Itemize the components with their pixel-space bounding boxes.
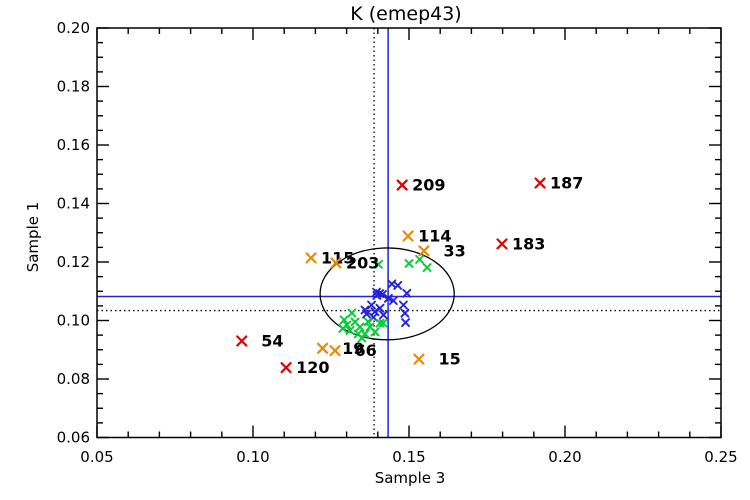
x-marker (373, 259, 383, 269)
x-marker (393, 280, 403, 290)
point-label-19: 19 (342, 339, 364, 358)
x-marker (280, 361, 292, 374)
x-marker (534, 177, 546, 189)
crosshair-lines (97, 28, 721, 438)
plot-title: K (emep43) (350, 3, 461, 25)
y-tick-label: 0.18 (57, 78, 90, 96)
x-marker (415, 254, 425, 264)
x-marker (396, 179, 408, 191)
x-marker (339, 315, 349, 325)
x-marker (367, 300, 377, 310)
y-tick-label: 0.06 (57, 429, 90, 447)
point-label-187: 187 (550, 174, 583, 193)
x-marker (375, 303, 385, 313)
y-tick-label: 0.10 (57, 312, 90, 330)
point-label-54: 54 (261, 331, 283, 350)
axes (96, 27, 722, 439)
y-tick-label: 0.16 (57, 136, 90, 154)
point-label-15: 15 (438, 350, 460, 369)
x-marker (372, 290, 382, 300)
x-marker (236, 335, 248, 347)
x-marker (329, 345, 341, 357)
point-label-120: 120 (296, 358, 329, 377)
series-cluster-green (338, 254, 432, 343)
x-marker (402, 288, 412, 298)
point-label-115: 115 (321, 248, 354, 267)
y-tick-label: 0.12 (57, 253, 90, 271)
point-label-183: 183 (512, 234, 545, 253)
x-marker (347, 308, 357, 318)
x-axis-label: Sample 3 (375, 469, 446, 487)
x-marker (402, 230, 414, 242)
x-marker (388, 296, 398, 306)
x-marker (362, 309, 372, 319)
x-marker (338, 323, 348, 333)
x-marker (422, 263, 432, 273)
x-marker (330, 257, 342, 269)
x-marker (496, 238, 508, 250)
x-marker (418, 245, 430, 257)
y-tick-label: 0.20 (57, 19, 90, 37)
point-label-33: 33 (443, 241, 465, 260)
x-marker (370, 327, 380, 337)
x-marker (404, 259, 414, 268)
x-marker (401, 318, 411, 327)
series-cluster-blue (360, 279, 412, 327)
x-marker (375, 318, 385, 328)
series-labeled-red: 209 187 183 54 120 (236, 174, 583, 377)
y-axis-label: Sample 1 (24, 202, 42, 273)
x-marker (398, 300, 408, 310)
x-tick-label: 0.10 (236, 448, 269, 466)
x-marker (413, 353, 425, 365)
x-marker (378, 318, 388, 328)
y-tick-label: 0.08 (57, 370, 90, 388)
ellipse-layer (319, 247, 455, 341)
point-label-209: 209 (412, 176, 445, 195)
tick-labels: 0.05 0.10 0.15 0.20 0.25 0.06 0.08 0.10 0.12 0.14… (57, 19, 738, 466)
point-label-114: 114 (418, 226, 451, 245)
x-marker (345, 325, 355, 335)
x-tick-label: 0.20 (548, 448, 581, 466)
cluster-ellipse (319, 247, 455, 341)
x-tick-label: 0.05 (80, 448, 113, 466)
x-marker (316, 342, 329, 354)
x-marker (357, 333, 367, 343)
point-label-66: 66 (355, 341, 377, 360)
y-tick-label: 0.14 (57, 195, 90, 213)
x-marker (305, 252, 317, 264)
x-marker (378, 310, 388, 320)
point-label-203: 203 (346, 253, 379, 272)
plot-frame (96, 27, 722, 439)
x-tick-label: 0.25 (704, 448, 737, 466)
x-marker (355, 322, 365, 332)
x-tick-label: 0.15 (392, 448, 425, 466)
x-marker (400, 308, 410, 318)
x-marker (383, 293, 393, 303)
